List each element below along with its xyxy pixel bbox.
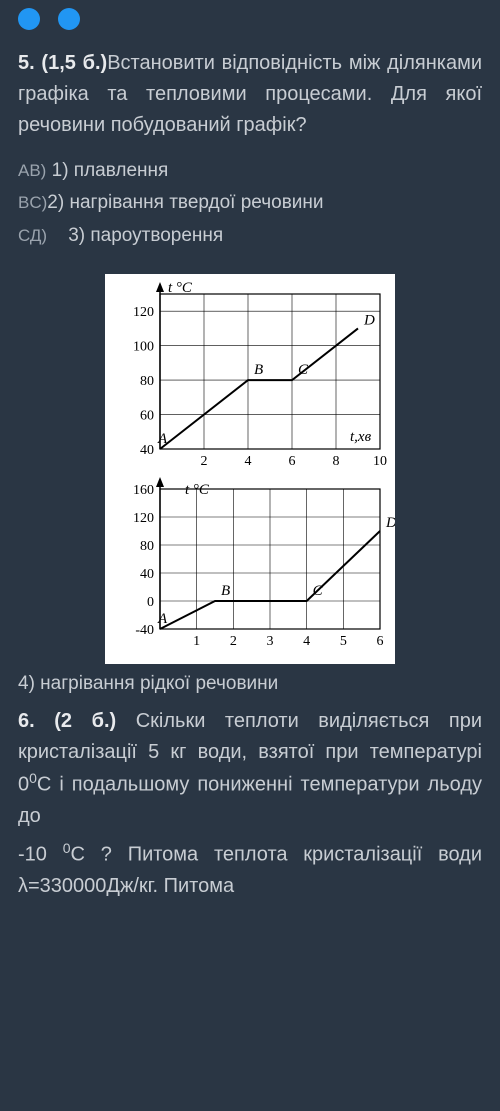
q5-option-bc: BC)2) нагрівання твердої речовини (18, 187, 482, 219)
svg-text:4: 4 (245, 454, 252, 469)
svg-text:120: 120 (133, 511, 154, 526)
question-5: 5. (1,5 б.)Встановити відповідність між … (18, 48, 482, 141)
svg-text:1: 1 (193, 634, 200, 649)
chart-1: 40 60 80 100 120 2 4 6 8 10 t °C t,хв A B C D (105, 274, 395, 469)
svg-text:80: 80 (140, 539, 154, 554)
q5-option-cd: СД) 3) пароутворення (18, 220, 482, 252)
svg-text:-40: -40 (135, 623, 154, 638)
q6-unit-1: С і подальшому пониженні температури льо… (18, 774, 482, 827)
svg-text:t °C: t °C (168, 280, 193, 296)
chart-2: -40 0 40 80 120 160 1 2 3 4 5 6 t °C A B C D (105, 469, 395, 664)
option-label: BC) (18, 193, 47, 212)
svg-text:8: 8 (333, 454, 340, 469)
svg-text:40: 40 (140, 443, 154, 458)
q5-options: AB) 1) плавлення BC)2) нагрівання твердо… (18, 155, 482, 252)
svg-text:10: 10 (373, 454, 387, 469)
option-text: 2) нагрівання твердої речовини (47, 192, 323, 213)
q5-option-4: 4) нагрівання рідкої речовини (18, 668, 482, 700)
svg-text:D: D (363, 312, 375, 328)
q6-number: 6. (18, 710, 35, 732)
option-text: 3) пароутворення (68, 225, 223, 246)
option-label: СД) (18, 226, 47, 245)
svg-text:A: A (157, 431, 168, 447)
svg-text:80: 80 (140, 374, 154, 389)
dot-icon (58, 8, 80, 30)
q5-option-ab: AB) 1) плавлення (18, 155, 482, 187)
degree-symbol: 0 (29, 770, 37, 786)
option-text: 1) плавлення (52, 160, 169, 181)
question-6-cont: -10 0С ? Питома теплота кристалізації во… (18, 838, 482, 902)
svg-text:C: C (298, 362, 309, 378)
q6-unit-2: С ? Питома теплота кристалізації води λ=… (18, 844, 482, 897)
svg-text:40: 40 (140, 567, 154, 582)
svg-text:60: 60 (140, 408, 154, 423)
svg-text:B: B (221, 583, 230, 599)
q5-points: (1,5 б.) (41, 52, 107, 74)
svg-text:6: 6 (289, 454, 296, 469)
svg-text:100: 100 (133, 340, 154, 355)
q6-text-2: -10 (18, 844, 63, 866)
svg-text:2: 2 (230, 634, 237, 649)
q6-points: (2 б.) (54, 710, 116, 732)
svg-text:6: 6 (377, 634, 384, 649)
question-6: 6. (2 б.) Скільки теплоти виділяється пр… (18, 706, 482, 832)
charts-container: 40 60 80 100 120 2 4 6 8 10 t °C t,хв A B C D -40 0 40 80 1… (105, 274, 395, 664)
svg-text:120: 120 (133, 305, 154, 320)
svg-text:t,хв: t,хв (350, 429, 372, 445)
q5-number: 5. (18, 52, 35, 74)
svg-text:2: 2 (201, 454, 208, 469)
svg-text:4: 4 (303, 634, 310, 649)
svg-text:3: 3 (267, 634, 274, 649)
svg-text:5: 5 (340, 634, 347, 649)
option-label: AB) (18, 161, 46, 180)
header-dots (18, 0, 482, 48)
svg-text:A: A (157, 611, 168, 627)
q5-prompt: 5. (1,5 б.)Встановити відповідність між … (18, 48, 482, 141)
svg-text:160: 160 (133, 483, 154, 498)
degree-symbol: 0 (63, 840, 71, 856)
svg-text:B: B (254, 362, 263, 378)
svg-text:0: 0 (147, 595, 154, 610)
svg-text:C: C (313, 583, 324, 599)
svg-text:t °C: t °C (185, 482, 210, 498)
dot-icon (18, 8, 40, 30)
svg-text:D: D (385, 515, 395, 531)
